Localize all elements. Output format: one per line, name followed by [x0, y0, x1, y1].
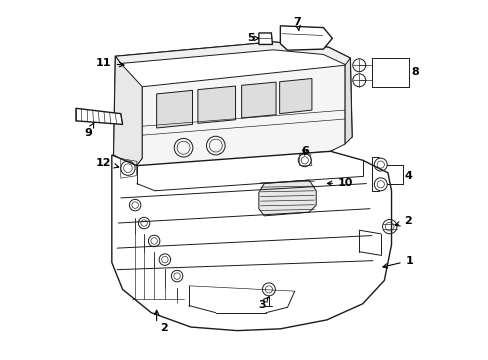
- Polygon shape: [113, 42, 351, 167]
- Text: 6: 6: [300, 146, 308, 156]
- Polygon shape: [258, 180, 316, 216]
- Polygon shape: [135, 65, 344, 167]
- Polygon shape: [112, 151, 391, 330]
- Polygon shape: [241, 82, 276, 118]
- Text: 9: 9: [84, 122, 94, 138]
- Text: 4: 4: [403, 171, 411, 181]
- Polygon shape: [198, 86, 235, 123]
- Text: 2: 2: [160, 323, 167, 333]
- Polygon shape: [258, 33, 272, 44]
- Text: 8: 8: [410, 67, 418, 77]
- Text: 2: 2: [394, 216, 411, 226]
- Polygon shape: [156, 90, 192, 128]
- Polygon shape: [280, 26, 332, 50]
- Text: 11: 11: [96, 58, 123, 68]
- Text: 3: 3: [257, 297, 268, 310]
- Text: 7: 7: [293, 17, 301, 30]
- Polygon shape: [76, 108, 122, 125]
- Polygon shape: [115, 42, 349, 65]
- Polygon shape: [113, 56, 142, 167]
- Polygon shape: [279, 78, 311, 114]
- Text: 10: 10: [327, 178, 353, 188]
- Polygon shape: [344, 58, 351, 144]
- Text: 5: 5: [246, 33, 258, 43]
- Text: 12: 12: [96, 158, 119, 168]
- Text: 1: 1: [382, 256, 412, 268]
